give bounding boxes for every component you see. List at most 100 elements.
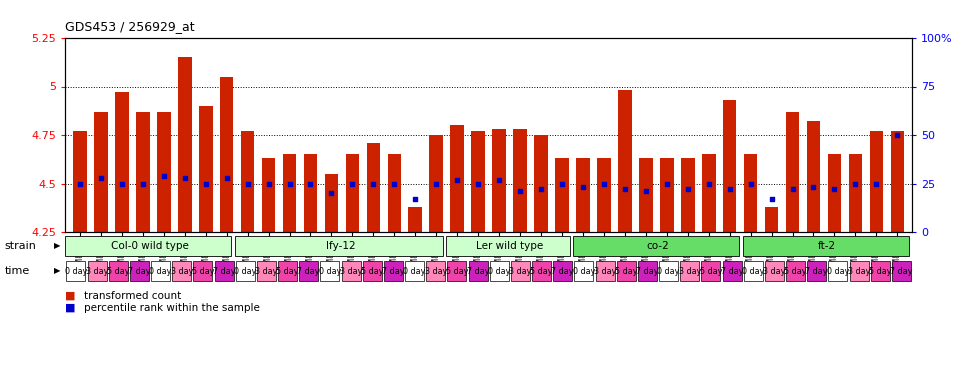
Point [534,186,549,192]
Bar [94,112,108,232]
Bar [388,154,401,232]
Point [660,180,675,186]
Text: 3 day: 3 day [255,266,277,276]
Bar [828,154,841,232]
Point [869,180,884,186]
Point [470,180,486,186]
Text: 5 day: 5 day [276,266,299,276]
Bar [283,154,297,232]
Point [743,180,758,186]
Bar [321,261,340,281]
Bar [534,135,548,232]
Bar [303,154,318,232]
Text: 0 day: 0 day [403,266,425,276]
Text: 7 day: 7 day [382,266,404,276]
Bar [220,77,233,232]
Point [240,180,255,186]
Bar [511,261,530,281]
Point [345,180,360,186]
Bar [408,207,422,232]
Text: 5 day: 5 day [107,266,130,276]
Bar [639,158,653,232]
Text: 5 day: 5 day [615,266,637,276]
Bar [576,158,589,232]
Bar [66,261,85,281]
Bar [405,261,424,281]
Bar [723,100,736,232]
Bar [660,158,674,232]
Bar [468,261,488,281]
Point [680,186,695,192]
Bar [367,143,380,232]
Text: 3 day: 3 day [340,266,362,276]
Text: ■: ■ [65,303,76,313]
Bar [595,261,614,281]
Bar [597,158,611,232]
Text: 0 day: 0 day [573,266,595,276]
Text: ■: ■ [65,291,76,301]
Bar [870,131,883,232]
Bar [450,125,464,232]
Bar [573,236,739,256]
Text: percentile rank within the sample: percentile rank within the sample [84,303,260,313]
Point [114,180,130,186]
Bar [199,106,212,232]
Point [575,184,590,190]
Text: strain: strain [5,241,36,251]
Bar [108,261,128,281]
Point [554,180,569,186]
Text: 3 day: 3 day [85,266,108,276]
Text: ▶: ▶ [54,266,60,276]
Bar [429,135,444,232]
Point [219,175,234,180]
Bar [723,261,741,281]
Text: 7 day: 7 day [890,266,913,276]
Text: 5 day: 5 day [784,266,806,276]
Text: 3 day: 3 day [679,266,701,276]
Bar [786,261,805,281]
Bar [363,261,382,281]
Text: 3 day: 3 day [509,266,532,276]
Point [282,180,298,186]
Bar [136,112,150,232]
Bar [660,261,678,281]
Point [324,190,339,196]
Point [492,177,507,183]
Bar [130,261,149,281]
Text: 0 day: 0 day [319,266,341,276]
Bar [257,261,276,281]
Text: 5 day: 5 day [700,266,722,276]
Text: 5 day: 5 day [869,266,892,276]
Point [302,180,318,186]
Bar [492,129,506,232]
Point [366,180,381,186]
Point [805,184,821,190]
Point [617,186,633,192]
Bar [871,261,890,281]
Text: 7 day: 7 day [551,266,574,276]
Text: 0 day: 0 day [64,266,87,276]
Text: 0 day: 0 day [827,266,849,276]
Text: 0 day: 0 day [488,266,511,276]
Text: 7 day: 7 day [805,266,828,276]
Bar [193,261,212,281]
Bar [172,261,191,281]
Point [701,180,716,186]
Bar [157,112,171,232]
Bar [765,207,779,232]
Bar [241,131,254,232]
Bar [743,236,909,256]
Point [638,188,654,194]
Text: time: time [5,266,30,276]
Text: 7 day: 7 day [298,266,320,276]
Text: 3 day: 3 day [594,266,616,276]
Bar [65,236,231,256]
Bar [850,261,869,281]
Bar [681,158,694,232]
Bar [744,154,757,232]
Point [261,180,276,186]
Bar [426,261,445,281]
Bar [324,174,338,232]
Text: transformed count: transformed count [84,291,181,301]
Bar [73,131,86,232]
